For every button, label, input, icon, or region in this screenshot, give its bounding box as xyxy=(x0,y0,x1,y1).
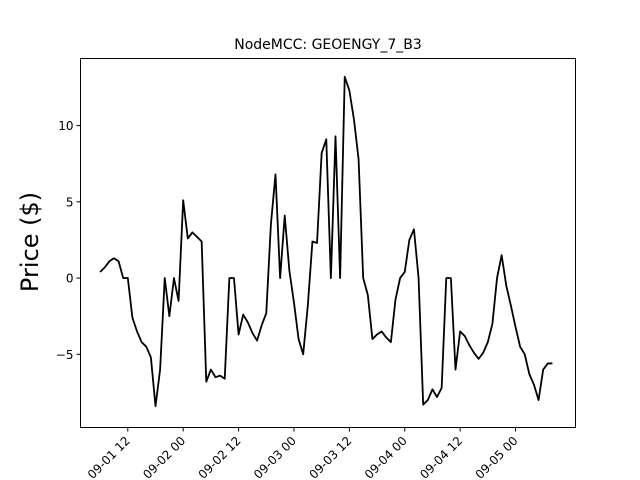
y-tick-label: 0 xyxy=(66,272,74,286)
chart-title: NodeMCC: GEOENGY_7_B3 xyxy=(234,37,422,53)
y-axis-label: Price ($) xyxy=(16,192,44,292)
axes-frame xyxy=(80,58,576,428)
y-tick-label: 10 xyxy=(58,119,73,133)
y-tick-label: −5 xyxy=(56,348,74,362)
y-tick-label: 5 xyxy=(66,195,74,209)
series-line xyxy=(99,75,553,408)
